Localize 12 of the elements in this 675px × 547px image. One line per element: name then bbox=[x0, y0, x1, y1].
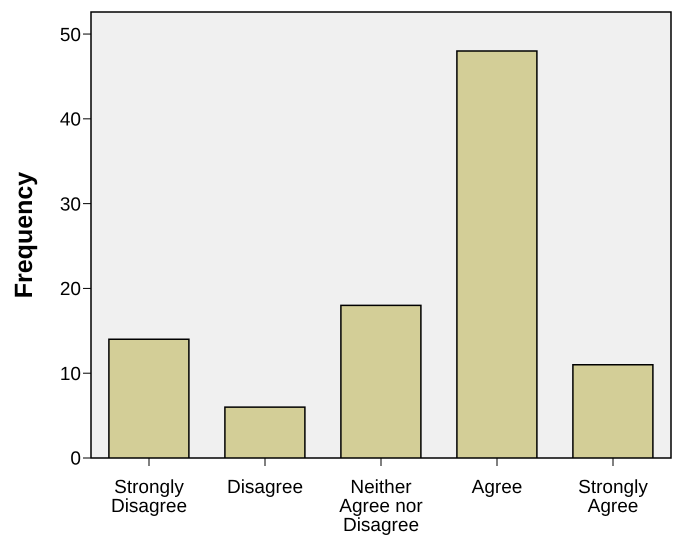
x-tick-label: Neither Agree nor Disagree bbox=[339, 477, 424, 536]
x-tick-label: Strongly Agree bbox=[578, 477, 648, 518]
y-axis-title: Frequency bbox=[10, 172, 38, 298]
x-tick-label: Agree bbox=[472, 477, 522, 498]
x-tick-label: Disagree bbox=[226, 477, 304, 498]
y-tick-label: 20 bbox=[60, 279, 81, 300]
y-tick-label: 40 bbox=[60, 110, 81, 131]
y-tick-label: 50 bbox=[60, 24, 81, 46]
y-tick-label: 0 bbox=[70, 448, 81, 470]
x-tick-label: Strongly Disagree bbox=[110, 477, 188, 518]
y-tick-label: 10 bbox=[60, 364, 81, 385]
y-tick-label: 30 bbox=[60, 194, 81, 216]
